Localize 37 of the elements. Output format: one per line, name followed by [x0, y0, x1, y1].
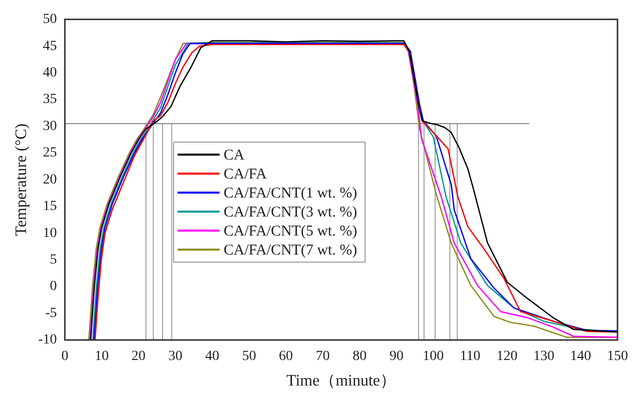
legend-label: CA/FA/CNT(7 wt. %): [224, 242, 358, 259]
y-tick-label: 45: [42, 38, 57, 54]
x-tick-label: 120: [496, 349, 518, 364]
y-tick-label: 40: [42, 66, 57, 81]
y-tick-label: 15: [42, 199, 57, 214]
legend-label: CA/FA/CNT(3 wt. %): [224, 204, 358, 221]
legend-label: CA/FA/CNT(5 wt. %): [224, 224, 358, 240]
legend-label: CA/FA/CNT(1 wt. %): [224, 186, 358, 202]
x-tick-label: 30: [168, 349, 182, 364]
legend-label: CA: [224, 148, 245, 164]
x-tick-label: 0: [61, 349, 68, 364]
x-tick-label: 60: [278, 349, 293, 364]
x-tick-label: 90: [389, 349, 404, 364]
x-tick-label: 100: [422, 349, 444, 364]
y-tick-label: 30: [42, 118, 57, 134]
y-tick-label: 50: [42, 12, 57, 28]
y-tick-label: -10: [38, 332, 57, 348]
x-tick-label: 110: [460, 349, 480, 364]
y-axis-title: Temperature (°C): [12, 124, 30, 236]
x-tick-label: 10: [94, 349, 109, 364]
x-axis-title: Time（minute）: [286, 372, 396, 390]
y-tick-label: 35: [42, 92, 57, 108]
x-tick-label: 70: [316, 349, 330, 364]
y-tick-label: 20: [42, 172, 57, 188]
y-tick-label: 10: [42, 226, 57, 241]
x-tick-label: 140: [570, 349, 592, 364]
y-tick-label: 5: [50, 252, 57, 268]
x-tick-label: 80: [352, 349, 367, 364]
x-tick-label: 40: [205, 349, 220, 364]
x-tick-label: 150: [607, 349, 628, 364]
x-tick-label: 130: [533, 349, 554, 364]
x-tick-label: 50: [242, 349, 256, 364]
y-tick-label: 25: [42, 146, 57, 161]
y-tick-label: 0: [50, 279, 57, 294]
x-tick-label: 20: [132, 349, 146, 364]
y-tick-label: -5: [45, 306, 57, 321]
legend-label: CA/FA: [224, 166, 267, 183]
